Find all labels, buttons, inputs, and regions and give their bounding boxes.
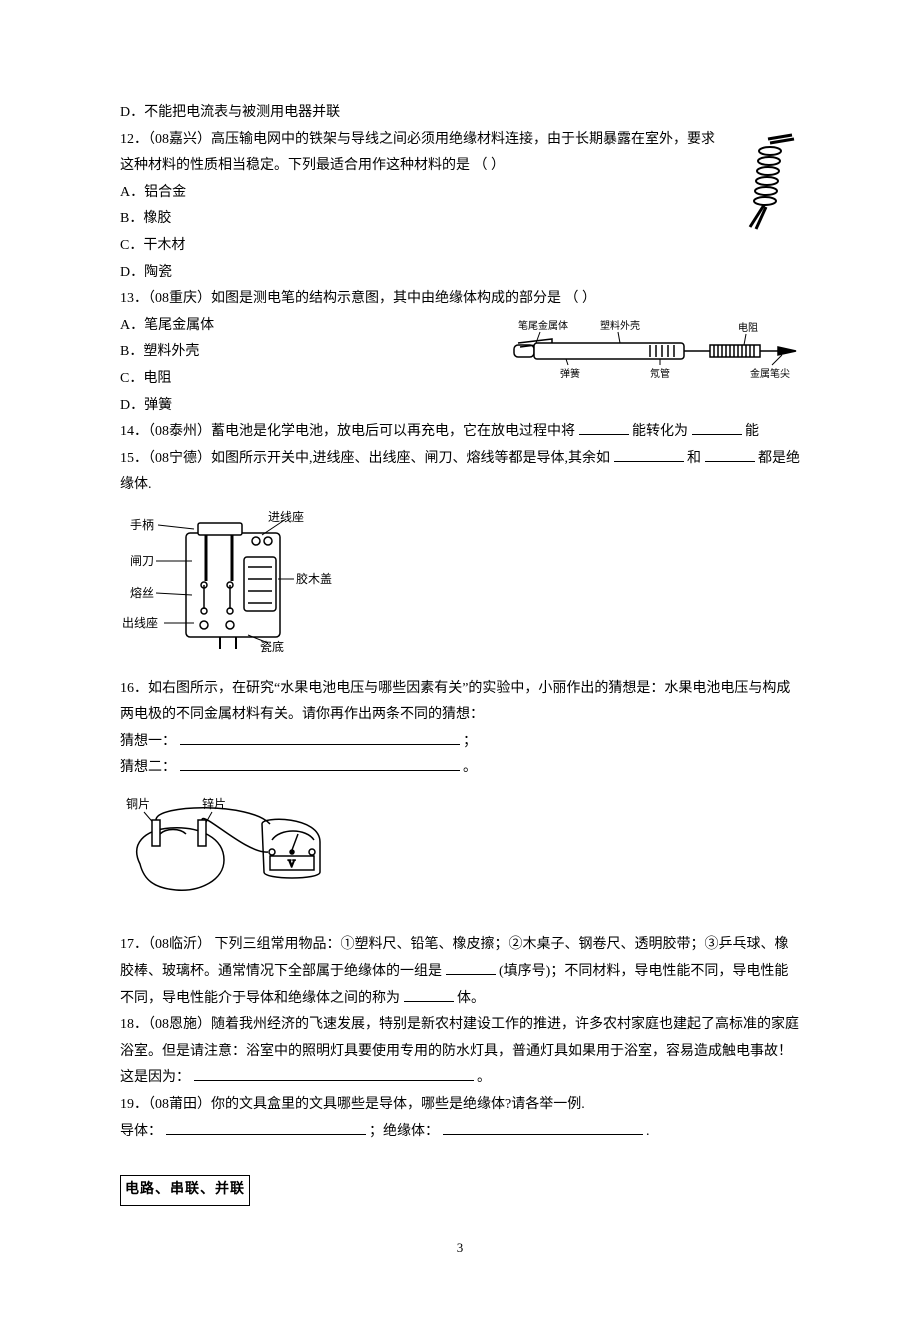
- q16-guess2: 猜想二： 。: [120, 755, 800, 782]
- svg-text:熔丝: 熔丝: [130, 585, 154, 600]
- q12-option-a: A．铝合金: [120, 180, 800, 207]
- q17-blank-1[interactable]: [446, 960, 496, 975]
- page-number: 3: [120, 1236, 800, 1261]
- q16-figure-fruit-battery: 铜片 锌片 V: [120, 794, 340, 915]
- q15-figure-knife-switch: 手柄 闸刀 熔丝 出线座 进线座 胶木盖 瓷底: [120, 507, 360, 668]
- q19-sep: ；绝缘体：: [369, 1124, 439, 1139]
- q19-end: .: [646, 1124, 650, 1139]
- q14-blank-2[interactable]: [692, 420, 742, 435]
- q16-blank-1[interactable]: [180, 730, 460, 745]
- q15-line: 15．（08宁德）如图所示开关中,进线座、出线座、闸刀、熔线等都是导体,其余如 …: [120, 446, 800, 499]
- q14-end: 能: [745, 424, 759, 439]
- q11-option-d: D．不能把电流表与被测用电器并联: [120, 100, 800, 127]
- q16-g2-label: 猜想二：: [120, 760, 176, 775]
- q18-line: 18．（08恩施）随着我州经济的飞速发展，特别是新农村建设工作的推进，许多农村家…: [120, 1012, 800, 1092]
- q16-guess1: 猜想一： ；: [120, 729, 800, 756]
- svg-text:手柄: 手柄: [130, 518, 154, 532]
- q13-option-a: A．笔尾金属体: [120, 313, 800, 340]
- q17-blank-2[interactable]: [404, 987, 454, 1002]
- q13-option-c: C．电阻: [120, 366, 800, 393]
- q16-g2-end: 。: [463, 760, 477, 775]
- q19-stem: 19．（08莆田）你的文具盒里的文具哪些是导体，哪些是绝缘体?请各举一例.: [120, 1092, 800, 1119]
- q12-option-b: B．橡胶: [120, 206, 800, 233]
- svg-text:出线座: 出线座: [122, 615, 158, 630]
- q15-mid: 和: [687, 451, 701, 466]
- q17-line: 17．（08临沂） 下列三组常用物品：①塑料尺、铅笔、橡皮擦；②木桌子、钢卷尺、…: [120, 932, 800, 1012]
- svg-text:闸刀: 闸刀: [130, 554, 154, 568]
- q14-pre: 14．（08泰州）蓄电池是化学电池，放电后可以再充电，它在放电过程中将: [120, 424, 575, 439]
- q19-answers: 导体： ；绝缘体： .: [120, 1119, 800, 1146]
- q13-block: 13．（08重庆）如图是测电笔的结构示意图，其中由绝缘体构成的部分是 （ ） 笔…: [120, 286, 800, 419]
- q14-blank-1[interactable]: [579, 420, 629, 435]
- q13-option-d: D．弹簧: [120, 393, 800, 420]
- q19-cond-label: 导体：: [120, 1124, 162, 1139]
- q15-pre: 15．（08宁德）如图所示开关中,进线座、出线座、闸刀、熔线等都是导体,其余如: [120, 451, 610, 466]
- svg-text:铜片: 铜片: [126, 796, 150, 811]
- q19-blank-insulator[interactable]: [443, 1120, 643, 1135]
- svg-text:进线座: 进线座: [268, 509, 304, 524]
- q12-option-c: C．干木材: [120, 233, 800, 260]
- q19-blank-conductor[interactable]: [166, 1120, 366, 1135]
- q16-g1-end: ；: [463, 734, 477, 749]
- q17-end: 体。: [457, 991, 485, 1006]
- q16-blank-2[interactable]: [180, 756, 460, 771]
- section-heading-circuits: 电路、串联、并联: [120, 1175, 250, 1206]
- q18-blank[interactable]: [194, 1066, 474, 1081]
- q13-option-b: B．塑料外壳: [120, 339, 800, 366]
- svg-text:V: V: [288, 859, 296, 870]
- q15-blank-1[interactable]: [614, 447, 684, 462]
- q14-mid: 能转化为: [632, 424, 688, 439]
- svg-text:胶木盖: 胶木盖: [296, 571, 332, 586]
- q12-stem: 12．（08嘉兴）高压输电网中的铁架与导线之间必须用绝缘材料连接，由于长期暴露在…: [120, 127, 800, 180]
- q18-end: 。: [477, 1070, 491, 1085]
- q16-stem: 16．如右图所示，在研究“水果电池电压与哪些因素有关”的实验中，小丽作出的猜想是…: [120, 676, 800, 729]
- q16-g1-label: 猜想一：: [120, 734, 176, 749]
- q12-block: 12．（08嘉兴）高压输电网中的铁架与导线之间必须用绝缘材料连接，由于长期暴露在…: [120, 127, 800, 287]
- q13-stem: 13．（08重庆）如图是测电笔的结构示意图，其中由绝缘体构成的部分是 （ ）: [120, 286, 800, 313]
- q14-line: 14．（08泰州）蓄电池是化学电池，放电后可以再充电，它在放电过程中将 能转化为…: [120, 419, 800, 446]
- q12-option-d: D．陶瓷: [120, 260, 800, 287]
- q15-blank-2[interactable]: [705, 447, 755, 462]
